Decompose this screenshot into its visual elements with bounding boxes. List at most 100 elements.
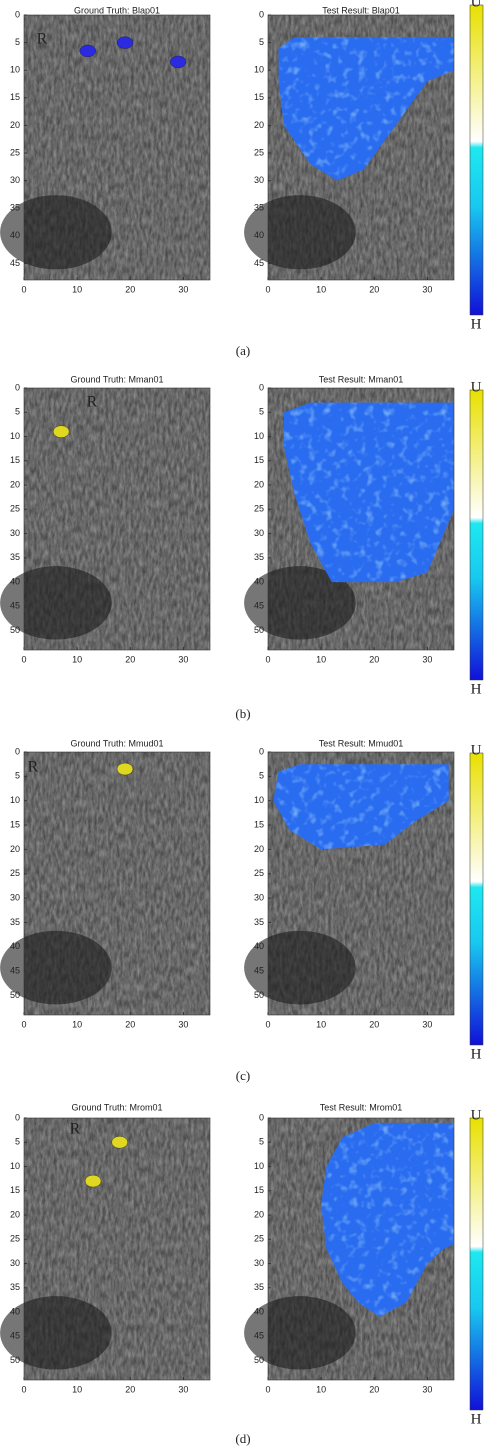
colorbar-bottom-label: H bbox=[471, 316, 482, 332]
y-tick-label: 0 bbox=[15, 1112, 20, 1122]
x-tick-label: 30 bbox=[178, 1384, 188, 1394]
y-tick-label: 45 bbox=[254, 1331, 264, 1341]
y-tick-label: 45 bbox=[254, 258, 264, 268]
x-tick-label: 0 bbox=[265, 1384, 270, 1394]
image-title: Ground Truth: Mrom01 bbox=[71, 1102, 162, 1112]
x-tick-label: 0 bbox=[21, 1019, 26, 1029]
y-tick-label: 30 bbox=[10, 892, 20, 902]
y-tick-label: 5 bbox=[15, 37, 20, 47]
y-tick-label: 25 bbox=[10, 1234, 20, 1244]
y-tick-label: 50 bbox=[10, 990, 20, 1000]
x-tick-label: 20 bbox=[369, 1019, 379, 1029]
x-tick-label: 30 bbox=[422, 1019, 432, 1029]
y-tick-label: 20 bbox=[254, 120, 264, 130]
y-tick-label: 15 bbox=[10, 819, 20, 829]
y-tick-label: 0 bbox=[15, 9, 20, 19]
image-title: Ground Truth: Mman01 bbox=[70, 374, 163, 384]
colorbar bbox=[470, 1118, 483, 1410]
ground-truth-region bbox=[80, 45, 96, 57]
colorbar-top-label: U bbox=[471, 379, 482, 395]
y-tick-label: 50 bbox=[254, 625, 264, 635]
y-tick-label: 50 bbox=[10, 1355, 20, 1365]
figure: Ground Truth: Blap01R0102030051015202530… bbox=[0, 0, 487, 1452]
page: {"panels": [ {"left_title": "Ground Trut… bbox=[0, 0, 487, 1452]
y-tick-label: 10 bbox=[10, 65, 20, 75]
ground-truth-region bbox=[112, 1136, 128, 1148]
y-tick-label: 40 bbox=[10, 941, 20, 951]
x-tick-label: 20 bbox=[369, 284, 379, 294]
y-tick-label: 40 bbox=[10, 1306, 20, 1316]
x-tick-label: 20 bbox=[125, 1019, 135, 1029]
x-tick-label: 30 bbox=[178, 284, 188, 294]
y-tick-label: 30 bbox=[10, 1258, 20, 1268]
y-tick-label: 40 bbox=[10, 230, 20, 240]
y-tick-label: 35 bbox=[254, 552, 264, 562]
y-tick-label: 25 bbox=[254, 147, 264, 157]
y-tick-label: 15 bbox=[254, 455, 264, 465]
y-tick-label: 0 bbox=[15, 382, 20, 392]
y-tick-label: 0 bbox=[259, 746, 264, 756]
x-tick-label: 10 bbox=[72, 284, 82, 294]
y-tick-label: 30 bbox=[254, 892, 264, 902]
x-tick-label: 20 bbox=[125, 1384, 135, 1394]
ground-truth-region bbox=[53, 426, 69, 438]
colorbar-top-label: U bbox=[471, 0, 482, 10]
ground-truth-region bbox=[170, 56, 186, 68]
colorbar-bottom-label: H bbox=[471, 1411, 482, 1427]
ground-truth-region bbox=[117, 763, 133, 775]
y-tick-label: 10 bbox=[10, 795, 20, 805]
y-tick-label: 20 bbox=[10, 1209, 20, 1219]
x-tick-label: 10 bbox=[72, 1384, 82, 1394]
panel: Ground Truth: Mman01R0102030051015202530… bbox=[0, 374, 483, 721]
y-tick-label: 20 bbox=[10, 844, 20, 854]
x-tick-label: 20 bbox=[369, 654, 379, 664]
y-tick-label: 15 bbox=[254, 819, 264, 829]
caption: (c) bbox=[236, 1068, 250, 1083]
y-tick-label: 45 bbox=[254, 601, 264, 611]
image-title: Test Result: Blap01 bbox=[322, 5, 400, 15]
y-tick-label: 20 bbox=[254, 1209, 264, 1219]
y-tick-label: 35 bbox=[10, 917, 20, 927]
y-tick-label: 25 bbox=[254, 504, 264, 514]
y-tick-label: 40 bbox=[254, 941, 264, 951]
orientation-marker: R bbox=[87, 394, 98, 411]
y-tick-label: 40 bbox=[254, 576, 264, 586]
colorbar bbox=[470, 753, 483, 1045]
y-tick-label: 30 bbox=[10, 528, 20, 538]
y-tick-label: 20 bbox=[10, 120, 20, 130]
y-tick-label: 35 bbox=[10, 203, 20, 213]
y-tick-label: 5 bbox=[259, 1137, 264, 1147]
colorbar-top-label: U bbox=[471, 742, 482, 758]
y-tick-label: 15 bbox=[10, 1185, 20, 1195]
y-tick-label: 35 bbox=[10, 1282, 20, 1292]
ground-truth-region bbox=[85, 1175, 101, 1187]
y-tick-label: 10 bbox=[254, 795, 264, 805]
x-tick-label: 0 bbox=[21, 1384, 26, 1394]
y-tick-label: 20 bbox=[254, 479, 264, 489]
x-tick-label: 0 bbox=[21, 654, 26, 664]
x-tick-label: 30 bbox=[422, 654, 432, 664]
y-tick-label: 0 bbox=[259, 9, 264, 19]
y-tick-label: 30 bbox=[254, 175, 264, 185]
y-tick-label: 10 bbox=[254, 1161, 264, 1171]
x-tick-label: 20 bbox=[369, 1384, 379, 1394]
caption: (d) bbox=[235, 1431, 250, 1446]
y-tick-label: 5 bbox=[15, 1137, 20, 1147]
x-tick-label: 30 bbox=[422, 1384, 432, 1394]
x-tick-label: 10 bbox=[316, 1384, 326, 1394]
y-tick-label: 45 bbox=[10, 1331, 20, 1341]
y-tick-label: 15 bbox=[10, 92, 20, 102]
image-title: Ground Truth: Mmud01 bbox=[70, 738, 163, 748]
y-tick-label: 25 bbox=[10, 504, 20, 514]
y-tick-label: 10 bbox=[254, 431, 264, 441]
y-tick-label: 5 bbox=[259, 407, 264, 417]
y-tick-label: 40 bbox=[254, 230, 264, 240]
y-tick-label: 35 bbox=[254, 1282, 264, 1292]
y-tick-label: 40 bbox=[10, 576, 20, 586]
x-tick-label: 0 bbox=[265, 654, 270, 664]
x-tick-label: 0 bbox=[265, 1019, 270, 1029]
image-title: Test Result: Mman01 bbox=[319, 374, 404, 384]
y-tick-label: 25 bbox=[254, 1234, 264, 1244]
